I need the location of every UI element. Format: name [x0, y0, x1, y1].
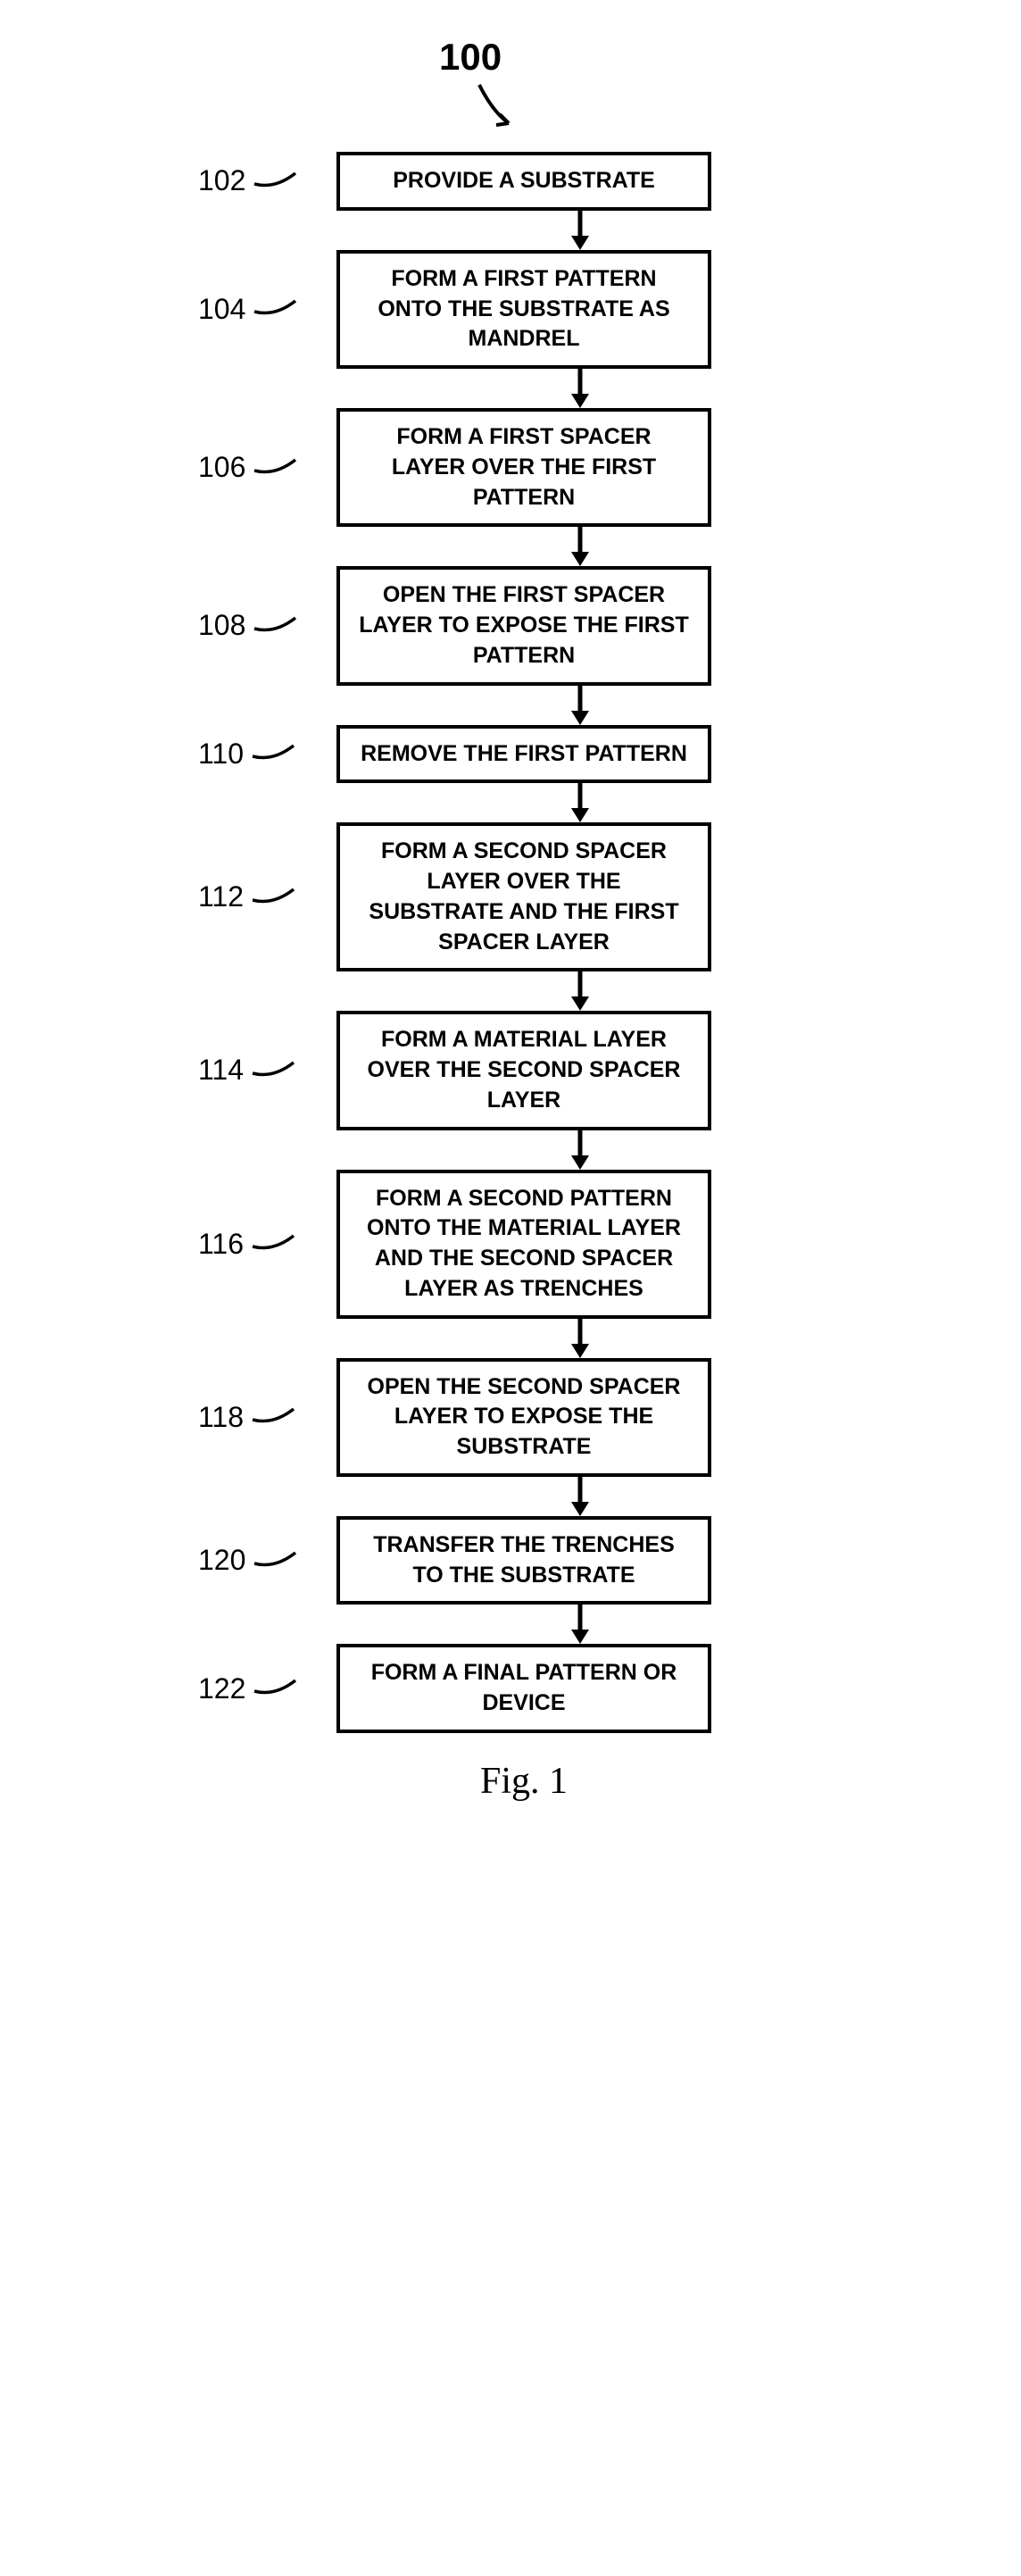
arrow-down-icon	[393, 1477, 768, 1516]
step-box: FORM A FINAL PATTERN OR DEVICE	[336, 1644, 711, 1733]
flowchart-container: 100 102 PROVIDE A SUBSTRATE 104 FORM A F…	[198, 36, 823, 1803]
label-connector-icon	[251, 880, 295, 914]
arrow-down-icon	[393, 369, 768, 408]
step-label: 118	[198, 1400, 295, 1434]
step-box: REMOVE THE FIRST PATTERN	[336, 725, 711, 784]
label-connector-icon	[253, 1671, 297, 1705]
label-connector-icon	[253, 609, 297, 643]
step-label: 110	[198, 737, 295, 771]
arrow-down-icon	[393, 783, 768, 822]
label-connector-icon	[253, 164, 297, 198]
step-row: 114 FORM A MATERIAL LAYER OVER THE SECON…	[198, 1011, 823, 1130]
step-box: FORM A SECOND SPACER LAYER OVER THE SUBS…	[336, 822, 711, 971]
step-label: 122	[198, 1671, 297, 1705]
arrow-down-icon	[393, 211, 768, 250]
step-label-text: 102	[198, 164, 245, 197]
arrow-down-icon	[393, 1319, 768, 1358]
step-box: FORM A FIRST PATTERN ONTO THE SUBSTRATE …	[336, 250, 711, 369]
step-label: 108	[198, 609, 297, 643]
step-label-text: 122	[198, 1672, 245, 1705]
step-row: 122 FORM A FINAL PATTERN OR DEVICE	[198, 1644, 823, 1733]
arrow-down-icon	[393, 971, 768, 1011]
step-label: 106	[198, 451, 297, 485]
step-label-text: 114	[198, 1054, 244, 1087]
step-label-text: 104	[198, 293, 245, 326]
steps-wrapper: 102 PROVIDE A SUBSTRATE 104 FORM A FIRST…	[198, 152, 823, 1733]
step-box: FORM A FIRST SPACER LAYER OVER THE FIRST…	[336, 408, 711, 527]
figure-caption: Fig. 1	[336, 1760, 711, 1803]
figure-number-label: 100	[439, 36, 502, 79]
label-connector-icon	[251, 1054, 295, 1088]
label-connector-icon	[253, 451, 297, 485]
arrow-down-icon	[393, 527, 768, 566]
label-connector-icon	[253, 292, 297, 326]
step-label: 112	[198, 880, 295, 914]
step-row: 106 FORM A FIRST SPACER LAYER OVER THE F…	[198, 408, 823, 527]
step-label: 102	[198, 164, 297, 198]
step-label-text: 112	[198, 880, 244, 913]
step-row: 112 FORM A SECOND SPACER LAYER OVER THE …	[198, 822, 823, 971]
step-label-text: 118	[198, 1401, 244, 1434]
step-row: 104 FORM A FIRST PATTERN ONTO THE SUBSTR…	[198, 250, 823, 369]
arrow-down-icon	[393, 1130, 768, 1170]
figure-number-arrow	[475, 80, 519, 138]
label-connector-icon	[251, 737, 295, 771]
label-connector-icon	[251, 1400, 295, 1434]
step-label: 120	[198, 1544, 297, 1578]
label-connector-icon	[251, 1227, 295, 1261]
step-row: 118 OPEN THE SECOND SPACER LAYER TO EXPO…	[198, 1358, 823, 1477]
step-box: FORM A MATERIAL LAYER OVER THE SECOND SP…	[336, 1011, 711, 1130]
step-row: 110 REMOVE THE FIRST PATTERN	[198, 725, 823, 784]
step-label-text: 106	[198, 451, 245, 484]
step-box: OPEN THE FIRST SPACER LAYER TO EXPOSE TH…	[336, 566, 711, 685]
step-label: 116	[198, 1227, 295, 1261]
arrow-down-icon	[393, 1605, 768, 1644]
arrow-down-icon	[393, 686, 768, 725]
step-box: TRANSFER THE TRENCHES TO THE SUBSTRATE	[336, 1516, 711, 1605]
step-box: FORM A SECOND PATTERN ONTO THE MATERIAL …	[336, 1170, 711, 1319]
step-row: 108 OPEN THE FIRST SPACER LAYER TO EXPOS…	[198, 566, 823, 685]
step-label-text: 116	[198, 1228, 244, 1261]
label-connector-icon	[253, 1544, 297, 1578]
step-row: 102 PROVIDE A SUBSTRATE	[198, 152, 823, 211]
step-row: 120 TRANSFER THE TRENCHES TO THE SUBSTRA…	[198, 1516, 823, 1605]
step-label-text: 110	[198, 738, 244, 771]
step-label-text: 108	[198, 609, 245, 642]
step-box: OPEN THE SECOND SPACER LAYER TO EXPOSE T…	[336, 1358, 711, 1477]
step-row: 116 FORM A SECOND PATTERN ONTO THE MATER…	[198, 1170, 823, 1319]
step-label-text: 120	[198, 1544, 245, 1577]
step-label: 114	[198, 1054, 295, 1088]
step-box: PROVIDE A SUBSTRATE	[336, 152, 711, 211]
step-label: 104	[198, 292, 297, 326]
